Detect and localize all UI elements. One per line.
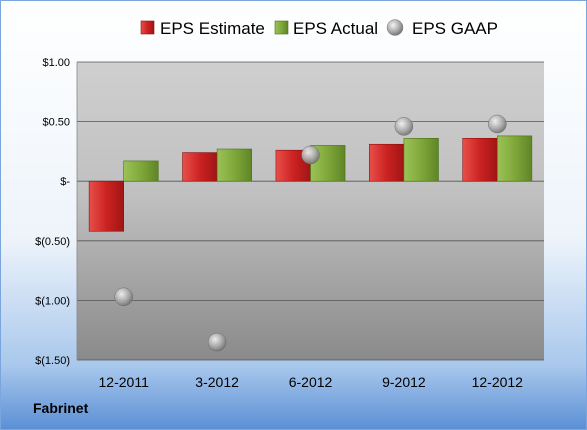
estimate-bar — [462, 137, 498, 182]
legend-label-gaap: EPS GAAP — [412, 19, 498, 38]
x-axis-categories: 12-2011 3-2012 6-2012 9-2012 12-2012 — [99, 374, 524, 390]
y-axis-ticks: $1.00 $0.50 $- $(0.50) $(1.00) $(1.50) — [35, 57, 70, 367]
actual-bar — [216, 148, 252, 182]
y-tick-label: $(1.50) — [35, 355, 70, 367]
plot-area — [77, 62, 544, 360]
gaap-marker — [394, 117, 414, 136]
estimate-bar — [369, 143, 405, 182]
legend-swatch-estimate — [140, 20, 155, 35]
estimate-bar — [182, 152, 218, 182]
legend-label-actual: EPS Actual — [293, 19, 378, 38]
x-category-label: 12-2011 — [99, 374, 150, 390]
legend-item-estimate: EPS Estimate — [140, 19, 265, 38]
x-category-label: 3-2012 — [195, 374, 239, 390]
gaap-markers — [114, 114, 507, 352]
estimate-bar — [88, 180, 124, 232]
y-tick-label: $0.50 — [42, 117, 70, 129]
x-category-label: 9-2012 — [382, 374, 426, 390]
gaap-marker — [114, 287, 133, 307]
y-tick-label: $(0.50) — [35, 236, 70, 248]
legend-label-estimate: EPS Estimate — [160, 19, 265, 38]
actual-bar — [496, 135, 533, 182]
gaap-marker — [301, 145, 320, 165]
company-name: Fabrinet — [33, 400, 89, 416]
legend-swatch-actual — [274, 20, 289, 35]
legend-swatch-gaap — [386, 19, 404, 36]
gaap-marker — [207, 332, 227, 352]
legend-item-gaap: EPS GAAP — [386, 19, 498, 38]
x-category-label: 6-2012 — [289, 374, 333, 390]
gaap-marker — [488, 114, 507, 134]
y-tick-label: $1.00 — [42, 57, 70, 69]
bars — [88, 135, 533, 232]
grid-lines — [76, 61, 544, 361]
legend: EPS Estimate EPS Actual EPS GAAP — [140, 19, 498, 38]
actual-bar — [403, 137, 439, 182]
legend-item-actual: EPS Actual — [274, 19, 378, 38]
y-tick-label: $(1.00) — [35, 295, 70, 307]
x-category-label: 12-2012 — [472, 374, 524, 390]
y-tick-label: $- — [60, 176, 70, 188]
actual-bar — [123, 160, 159, 182]
